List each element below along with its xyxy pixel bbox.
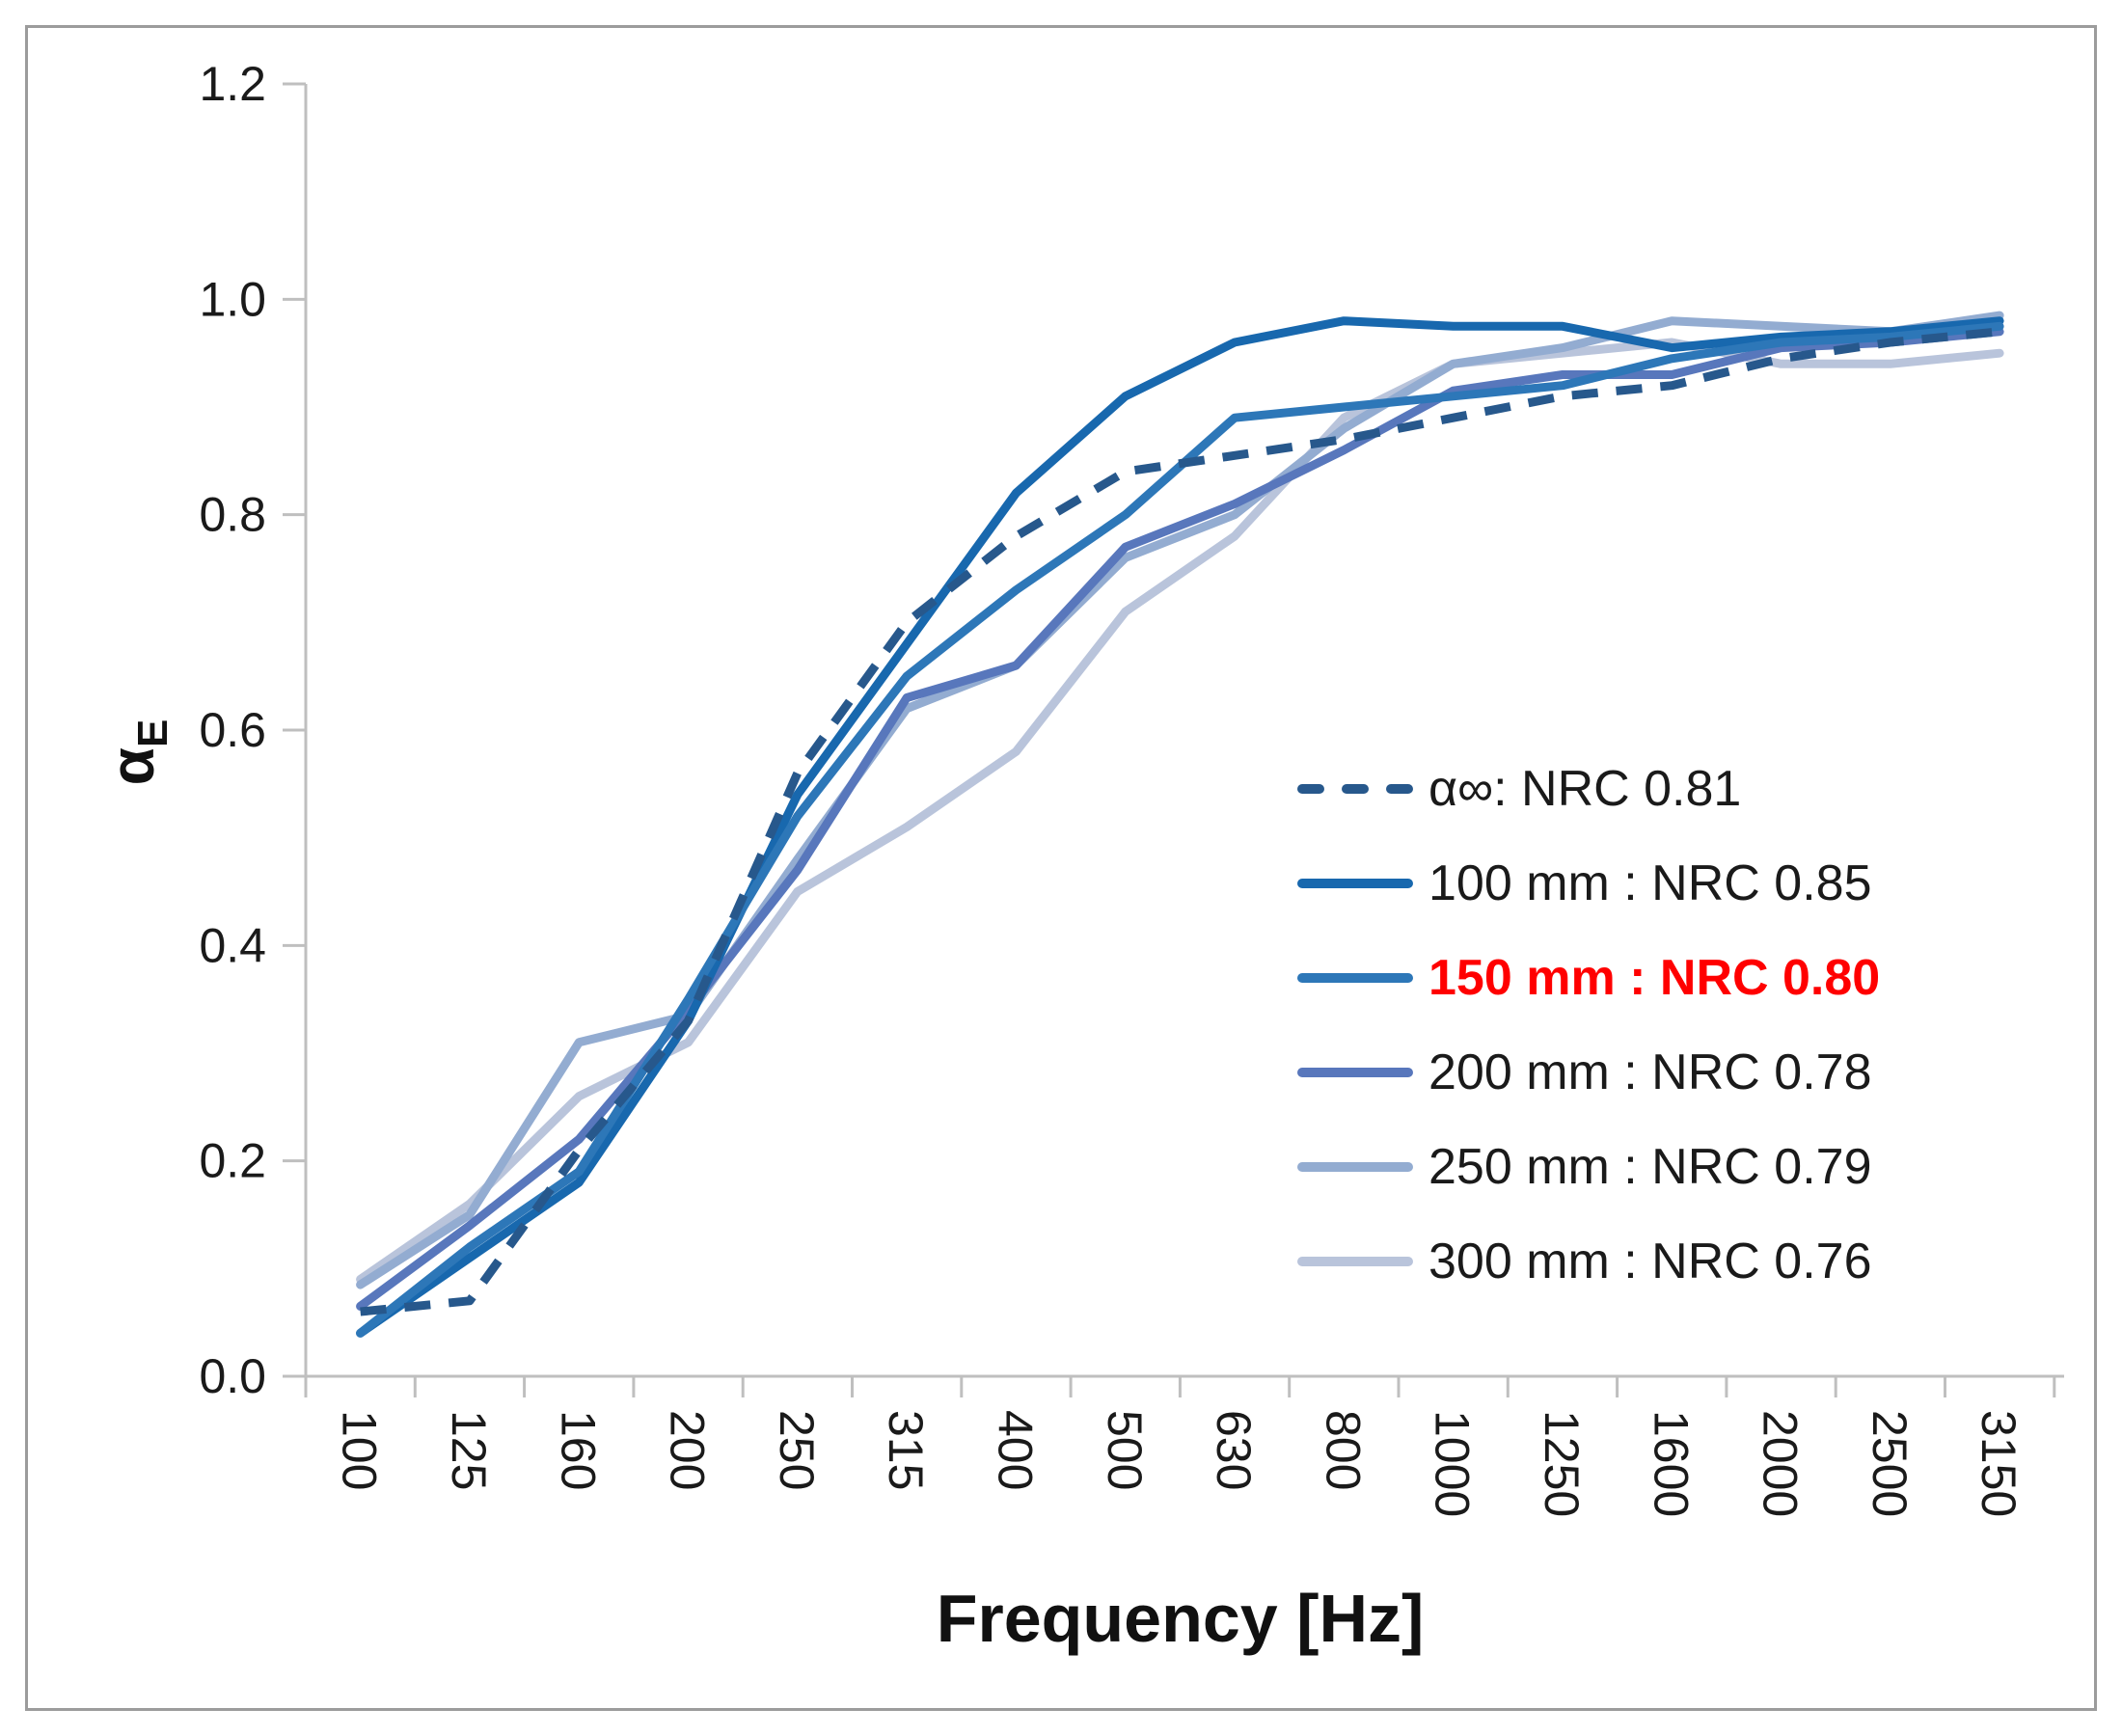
y-tick-label: 1.0 <box>199 272 266 326</box>
x-tick-label: 2000 <box>1754 1410 1808 1517</box>
x-tick-label: 200 <box>661 1410 715 1490</box>
x-tick-label: 160 <box>551 1410 605 1490</box>
x-axis-title: Frequency [Hz] <box>936 1581 1425 1656</box>
x-tick-label: 315 <box>879 1410 933 1490</box>
series-line-150-mm <box>356 321 2004 1338</box>
series-line-200-mm <box>356 327 2004 1311</box>
x-tick-label: 3150 <box>1972 1410 2026 1517</box>
x-tick-label: 2500 <box>1863 1410 1917 1517</box>
series-line-100-mm <box>356 316 2004 1338</box>
x-tick-label: 100 <box>333 1410 387 1490</box>
x-tick-label: 250 <box>770 1410 824 1490</box>
x-tick-label: 500 <box>1098 1410 1152 1490</box>
y-tick-label: 1.2 <box>199 57 266 111</box>
x-tick-label: 400 <box>988 1410 1042 1490</box>
series-line-250-mm <box>356 311 2004 1289</box>
x-tick-label: 630 <box>1207 1410 1261 1490</box>
y-axis-title-symbol: α <box>97 747 167 786</box>
x-tick-label: 1250 <box>1535 1410 1589 1517</box>
x-tick-label: 125 <box>442 1410 496 1490</box>
y-axis-title-subscript: E <box>128 719 177 748</box>
x-tick-label: 800 <box>1316 1410 1370 1490</box>
x-tick-label: 1600 <box>1644 1410 1698 1517</box>
y-axis-title: αE <box>96 719 177 786</box>
y-tick-label: 0.2 <box>199 1134 266 1188</box>
x-tick-label: 1000 <box>1426 1410 1480 1517</box>
series-line-alpha-inf <box>360 327 2000 1316</box>
y-tick-label: 0.6 <box>199 703 266 757</box>
y-tick-label: 0.0 <box>199 1349 266 1403</box>
y-tick-label: 0.8 <box>199 488 266 542</box>
y-tick-label: 0.4 <box>199 918 266 972</box>
